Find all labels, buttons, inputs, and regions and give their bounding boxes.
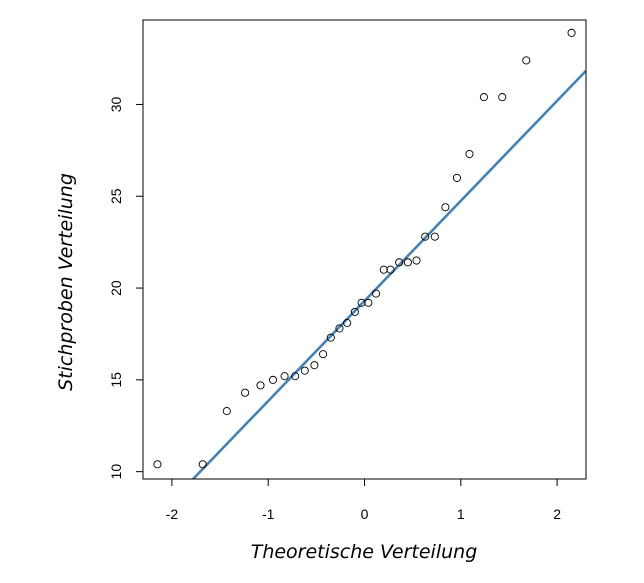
data-point — [403, 258, 412, 267]
data-point — [498, 93, 507, 102]
y-tick-label: 10 — [108, 464, 124, 480]
y-axis: 10 15 20 25 30 — [108, 96, 143, 479]
data-point — [268, 375, 278, 384]
x-tick-label: -1 — [262, 506, 275, 522]
data-point — [430, 232, 439, 241]
data-point — [357, 298, 366, 307]
x-tick-label: 0 — [361, 506, 369, 522]
data-point — [412, 256, 421, 265]
data-point — [386, 265, 395, 274]
data-point — [335, 324, 344, 333]
data-point — [372, 289, 381, 298]
data-point — [153, 460, 162, 469]
x-axis: -2 -1 0 1 2 — [166, 479, 561, 522]
data-point — [567, 28, 576, 37]
y-tick-label: 20 — [108, 280, 124, 296]
data-point — [343, 318, 352, 327]
x-tick-label: 1 — [457, 506, 465, 522]
data-point — [379, 265, 388, 274]
y-tick-label: 25 — [108, 188, 124, 204]
data-point — [364, 298, 373, 307]
y-tick-label: 15 — [108, 372, 124, 388]
data-point — [198, 460, 207, 469]
y-axis-title: Stichproben Verteilung — [55, 173, 77, 391]
data-point — [326, 333, 335, 342]
data-point — [350, 307, 359, 316]
data-point — [452, 173, 462, 182]
x-axis-title: Theoretische Verteilung — [251, 541, 478, 563]
x-tick-label: -2 — [166, 506, 179, 522]
data-point — [441, 203, 450, 212]
data-point — [280, 372, 289, 381]
data-point — [479, 93, 488, 102]
y-tick-label: 30 — [108, 96, 124, 112]
data-point — [256, 381, 265, 390]
data-points — [153, 28, 576, 469]
data-point — [291, 372, 300, 381]
plot-frame — [142, 19, 587, 480]
data-point — [522, 56, 531, 65]
data-point — [300, 366, 309, 375]
x-tick-label: 2 — [553, 506, 561, 522]
data-point — [421, 232, 430, 241]
data-point — [319, 350, 328, 359]
data-point — [465, 149, 474, 159]
data-point — [241, 388, 250, 397]
data-point — [395, 258, 404, 267]
data-point — [222, 407, 231, 416]
data-point — [310, 361, 319, 370]
